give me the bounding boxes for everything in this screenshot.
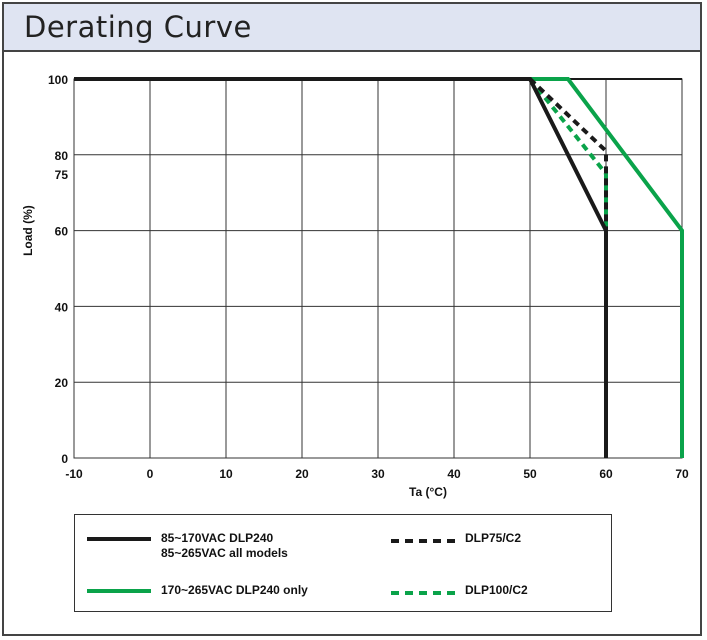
y-tick-label: 60 xyxy=(55,225,69,239)
y-tick-label: 20 xyxy=(55,376,69,390)
legend-item-green-dashed: DLP100/C2 xyxy=(391,583,528,599)
x-tick-label: 30 xyxy=(371,467,385,481)
series-line-solid-1 xyxy=(530,77,684,458)
y-tick-label: 75 xyxy=(55,168,69,182)
title-bar: Derating Curve xyxy=(4,4,700,52)
legend-swatch-green-dashed xyxy=(391,591,455,595)
legend-item-black-dashed: DLP75/C2 xyxy=(391,531,521,547)
y-tick-label: 100 xyxy=(48,73,68,87)
x-axis-label: Ta (°C) xyxy=(409,485,447,499)
x-tick-label: 70 xyxy=(675,467,689,481)
x-tick-label: 20 xyxy=(295,467,309,481)
legend-item-green-solid: 170~265VAC DLP240 only xyxy=(87,583,308,599)
x-tick-label: 50 xyxy=(523,467,537,481)
y-axis-label: Load (%) xyxy=(21,205,35,256)
series-line-solid-0 xyxy=(74,77,608,458)
y-tick-label: 0 xyxy=(61,452,68,466)
y-tick-label: 40 xyxy=(55,300,69,314)
legend-item-black-solid: 85~170VAC DLP240 85~265VAC all models xyxy=(87,531,288,561)
legend-swatch-green-solid xyxy=(87,589,151,593)
chart-title: Derating Curve xyxy=(24,10,252,44)
legend-swatch-black-solid xyxy=(87,537,151,541)
series-line-dashed-2 xyxy=(528,77,608,231)
legend-label: 170~265VAC DLP240 only xyxy=(161,583,308,597)
x-tick-label: 60 xyxy=(599,467,613,481)
legend-swatch-black-dashed xyxy=(391,539,455,543)
series-layer xyxy=(74,77,684,458)
grid xyxy=(73,78,683,459)
x-tick-label: 40 xyxy=(447,467,461,481)
x-tick-label: 10 xyxy=(219,467,233,481)
x-tick-label: -10 xyxy=(65,467,83,481)
legend-label: 85~170VAC DLP240 85~265VAC all models xyxy=(161,531,288,560)
legend: 85~170VAC DLP240 85~265VAC all models 17… xyxy=(74,514,612,612)
y-tick-label: 80 xyxy=(55,149,69,163)
series-line-dashed-3 xyxy=(528,77,608,231)
legend-label: DLP100/C2 xyxy=(465,583,528,597)
legend-label: DLP75/C2 xyxy=(465,531,522,545)
x-tick-label: 0 xyxy=(147,467,154,481)
